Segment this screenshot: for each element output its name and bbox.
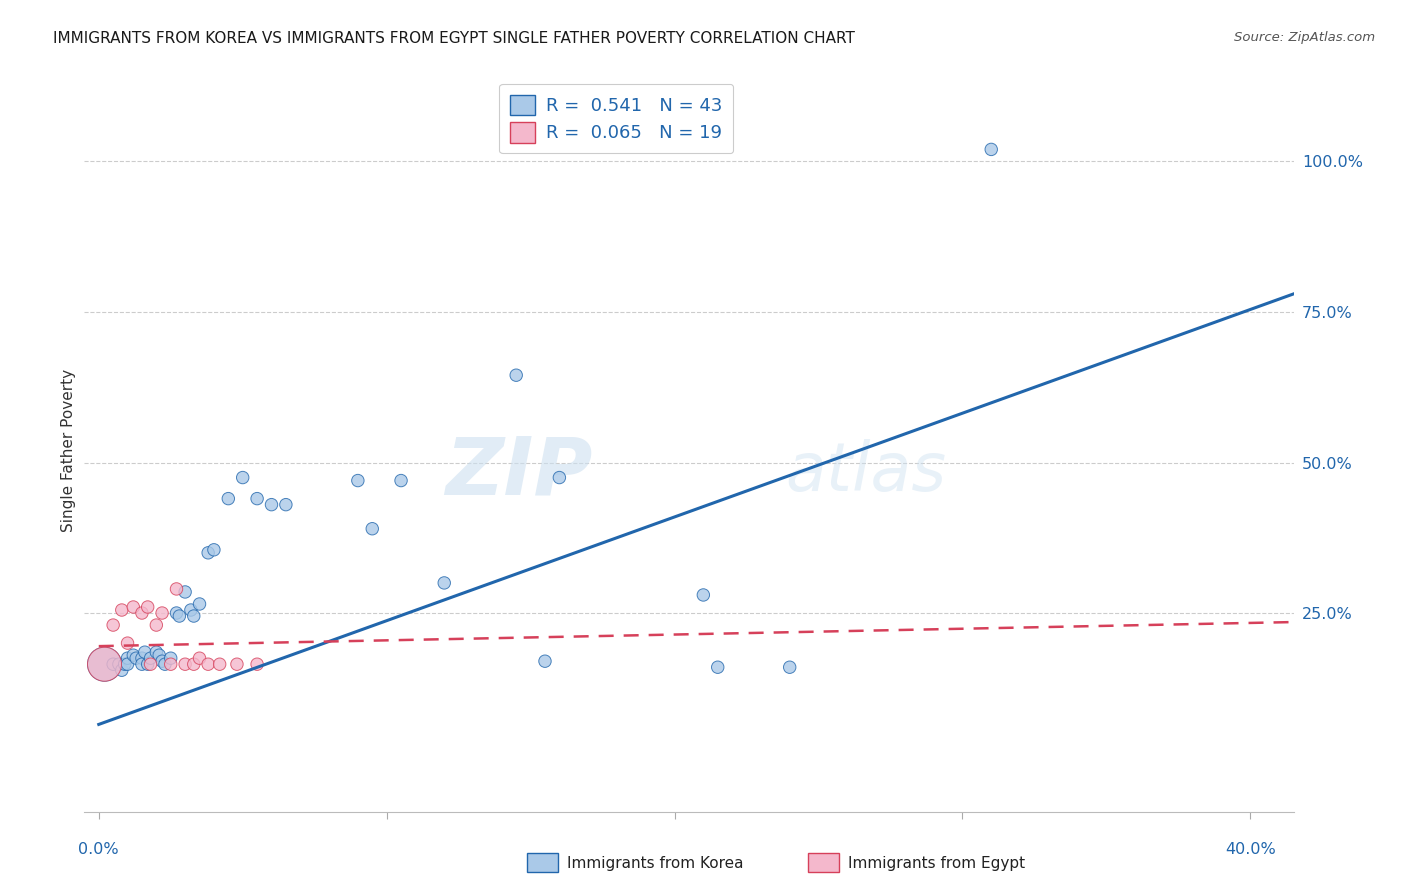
Point <box>692 588 714 602</box>
Text: 0.0%: 0.0% <box>79 842 120 857</box>
Point <box>226 657 249 672</box>
Point <box>117 651 139 665</box>
Point <box>145 618 167 632</box>
Point <box>153 657 176 672</box>
Point <box>534 654 557 668</box>
Point <box>125 651 148 665</box>
Point <box>197 546 219 560</box>
Point <box>183 657 205 672</box>
Y-axis label: Single Father Poverty: Single Father Poverty <box>60 369 76 532</box>
Point <box>174 585 197 599</box>
Point <box>202 542 225 557</box>
Point <box>361 522 384 536</box>
Point <box>246 657 269 672</box>
Point <box>232 470 254 484</box>
Legend: R =  0.541   N = 43, R =  0.065   N = 19: R = 0.541 N = 43, R = 0.065 N = 19 <box>499 84 734 153</box>
Point <box>188 597 211 611</box>
Text: ZIP: ZIP <box>444 434 592 511</box>
Text: Immigrants from Egypt: Immigrants from Egypt <box>848 856 1025 871</box>
Point <box>548 470 571 484</box>
Point <box>134 645 156 659</box>
Point <box>169 609 191 624</box>
Point <box>131 657 153 672</box>
Point <box>117 636 139 650</box>
Point <box>274 498 297 512</box>
Point <box>139 657 162 672</box>
Point <box>150 606 173 620</box>
Point <box>246 491 269 506</box>
Point <box>131 651 153 665</box>
Text: atlas: atlas <box>786 439 946 505</box>
Point <box>122 648 145 662</box>
Point <box>183 609 205 624</box>
Point <box>174 657 197 672</box>
Point <box>117 657 139 672</box>
Point <box>433 576 456 591</box>
Point <box>505 368 527 383</box>
Point <box>706 660 728 674</box>
Point <box>136 657 159 672</box>
Point <box>980 142 1002 157</box>
Point <box>114 657 136 672</box>
Text: Source: ZipAtlas.com: Source: ZipAtlas.com <box>1234 31 1375 45</box>
Point <box>101 657 124 672</box>
Point <box>131 606 153 620</box>
Point <box>101 618 124 632</box>
Point <box>108 657 131 672</box>
Text: Immigrants from Korea: Immigrants from Korea <box>567 856 744 871</box>
Point <box>347 474 370 488</box>
Point <box>111 663 134 677</box>
Point <box>197 657 219 672</box>
Point <box>93 657 115 672</box>
Text: 40.0%: 40.0% <box>1225 842 1275 857</box>
Point <box>145 645 167 659</box>
Point <box>136 599 159 614</box>
Point <box>159 651 181 665</box>
Point <box>389 474 412 488</box>
Point <box>111 603 134 617</box>
Point <box>139 651 162 665</box>
Point <box>188 651 211 665</box>
Point <box>779 660 801 674</box>
Point <box>180 603 202 617</box>
Point <box>217 491 239 506</box>
Point <box>148 648 170 662</box>
Point <box>208 657 231 672</box>
Point <box>159 657 181 672</box>
Point <box>166 582 188 596</box>
Point <box>122 599 145 614</box>
Text: IMMIGRANTS FROM KOREA VS IMMIGRANTS FROM EGYPT SINGLE FATHER POVERTY CORRELATION: IMMIGRANTS FROM KOREA VS IMMIGRANTS FROM… <box>53 31 855 46</box>
Point <box>150 654 173 668</box>
Point <box>166 606 188 620</box>
Point <box>93 657 115 672</box>
Point <box>260 498 283 512</box>
